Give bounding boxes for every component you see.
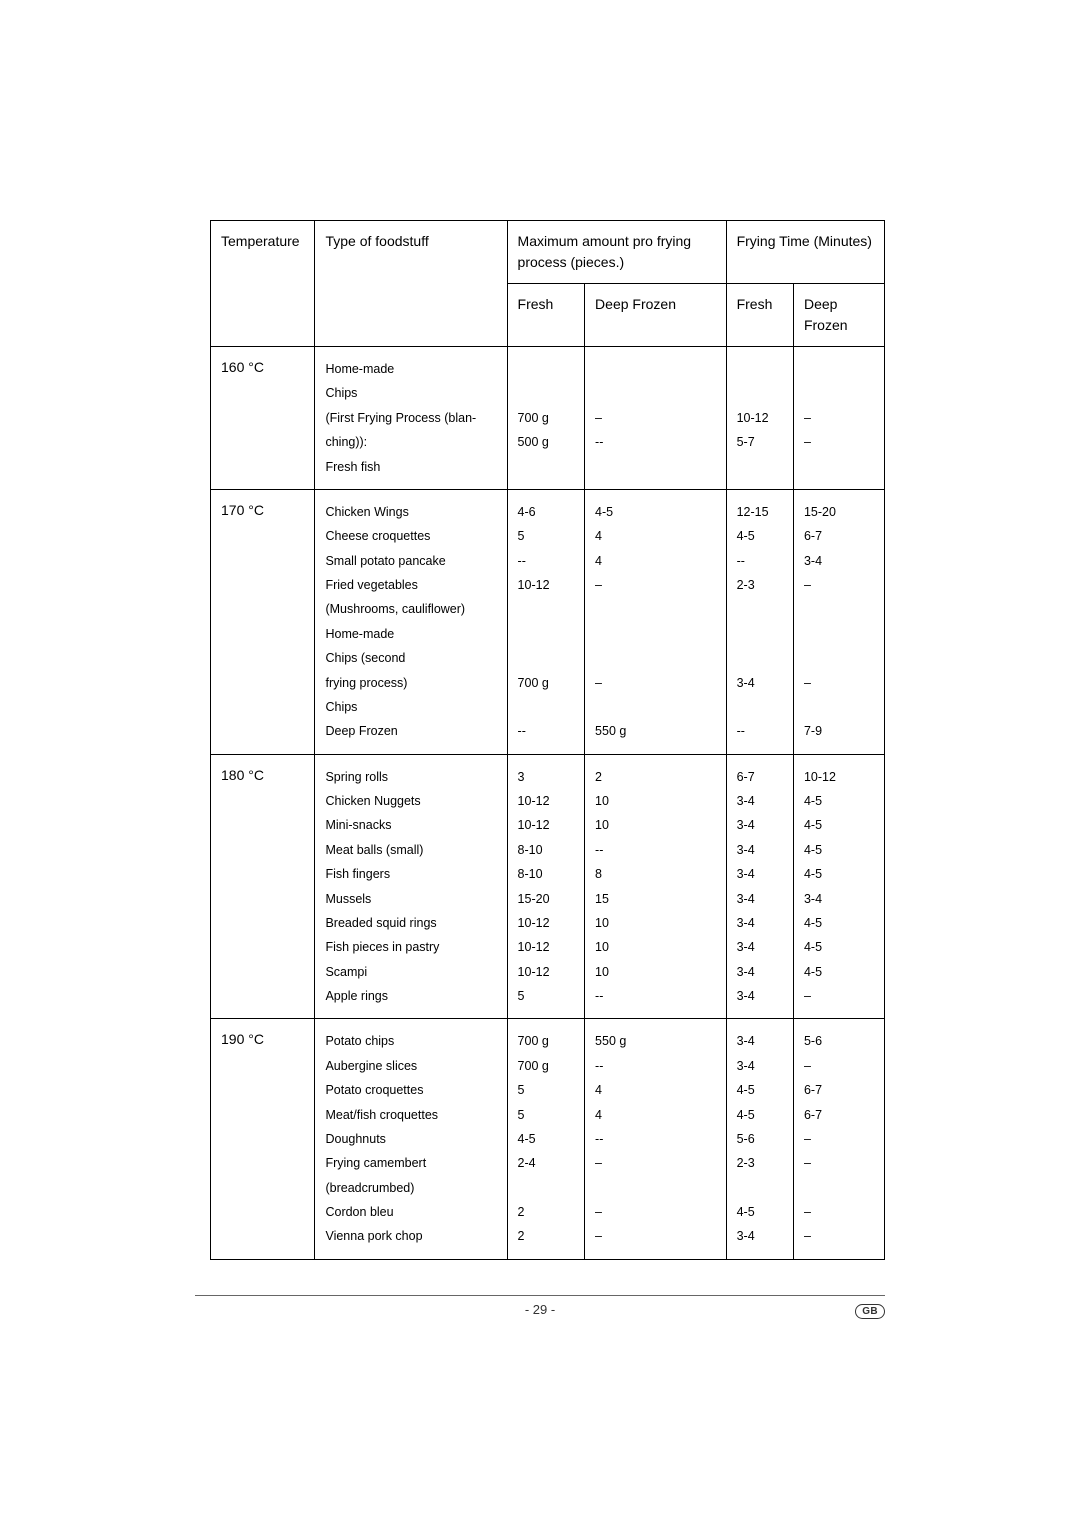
cell-amount-fresh: 3 10-12 10-12 8-10 8-10 15-20 10-12 10-1… [507,754,585,1019]
table-row: 170 °CChicken Wings Cheese croquettes Sm… [211,489,885,754]
cell-foodstuff: Potato chips Aubergine slices Potato cro… [315,1019,507,1259]
page-number: - 29 - [195,1302,885,1317]
cell-amount-frozen: – -- [585,347,727,490]
cell-time-frozen: 5-6 – 6-7 6-7 – – – – [793,1019,884,1259]
cell-amount-frozen: 550 g -- 4 4 -- – – – [585,1019,727,1259]
hdr-amt-fresh: Fresh [507,284,585,347]
cell-foodstuff: Chicken Wings Cheese croquettes Small po… [315,489,507,754]
hdr-max-amount: Maximum amount pro frying process (piece… [507,221,726,284]
table-row: 160 °CHome-made Chips (First Frying Proc… [211,347,885,490]
hdr-time-fresh: Fresh [726,284,793,347]
frying-table: Temperature Type of foodstuff Maximum am… [210,220,885,1260]
cell-amount-fresh: 4-6 5 -- 10-12 700 g -- [507,489,585,754]
cell-amount-fresh: 700 g 700 g 5 5 4-5 2-4 2 2 [507,1019,585,1259]
header-row-1: Temperature Type of foodstuff Maximum am… [211,221,885,284]
cell-time-frozen: – – [793,347,884,490]
cell-time-fresh: 3-4 3-4 4-5 4-5 5-6 2-3 4-5 3-4 [726,1019,793,1259]
page-footer: - 29 - GB [195,1295,885,1317]
cell-temperature: 180 °C [211,754,315,1019]
cell-time-fresh: 6-7 3-4 3-4 3-4 3-4 3-4 3-4 3-4 3-4 3-4 [726,754,793,1019]
cell-amount-frozen: 2 10 10 -- 8 15 10 10 10 -- [585,754,727,1019]
cell-amount-fresh: 700 g 500 g [507,347,585,490]
cell-temperature: 170 °C [211,489,315,754]
cell-time-fresh: 12-15 4-5 -- 2-3 3-4 -- [726,489,793,754]
hdr-frying-time: Frying Time (Minutes) [726,221,884,284]
cell-time-fresh: 10-12 5-7 [726,347,793,490]
cell-time-frozen: 15-20 6-7 3-4 – – 7-9 [793,489,884,754]
cell-temperature: 160 °C [211,347,315,490]
cell-temperature: 190 °C [211,1019,315,1259]
cell-amount-frozen: 4-5 4 4 – – 550 g [585,489,727,754]
hdr-time-frozen: Deep Frozen [793,284,884,347]
hdr-temperature: Temperature [211,221,315,347]
table-row: 190 °CPotato chips Aubergine slices Pota… [211,1019,885,1259]
cell-foodstuff: Spring rolls Chicken Nuggets Mini-snacks… [315,754,507,1019]
hdr-amt-frozen: Deep Frozen [585,284,727,347]
table-row: 180 °CSpring rolls Chicken Nuggets Mini-… [211,754,885,1019]
language-badge: GB [855,1304,885,1319]
cell-foodstuff: Home-made Chips (First Frying Process (b… [315,347,507,490]
hdr-foodstuff: Type of foodstuff [315,221,507,347]
cell-time-frozen: 10-12 4-5 4-5 4-5 4-5 3-4 4-5 4-5 4-5 – [793,754,884,1019]
